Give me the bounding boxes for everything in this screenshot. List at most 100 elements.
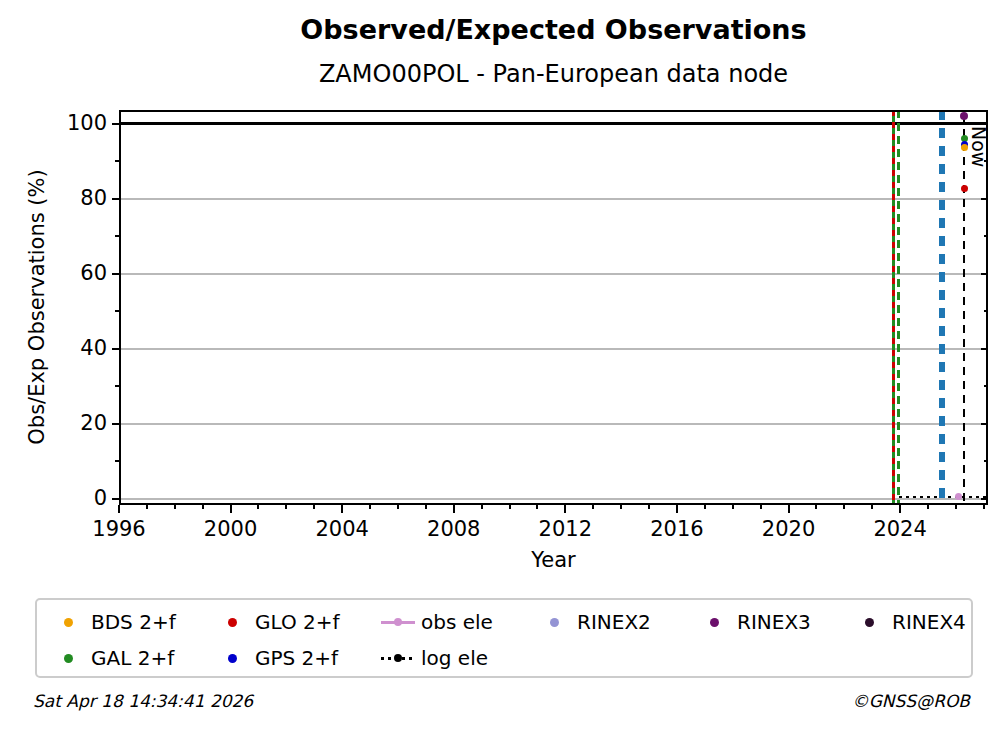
y-minor-tick-right-90	[984, 160, 988, 162]
legend-item-rinex2: RINEX2	[537, 604, 697, 640]
x-minor-tick-2010	[509, 505, 511, 509]
gps-2f-marker-icon	[215, 654, 249, 663]
x-major-tick-2012	[564, 505, 566, 513]
x-tick-label-2000: 2000	[186, 517, 276, 541]
x-minor-tick-2017	[704, 505, 706, 509]
vline-glo-start-dashed	[892, 110, 895, 505]
x-minor-tick-2023	[871, 505, 873, 509]
log-ele-marker-icon	[381, 657, 415, 660]
chart-subtitle: ZAMO00POL - Pan-European data node	[119, 60, 988, 88]
y-major-tick-right-60	[981, 273, 988, 275]
legend-label-rinex4: RINEX4	[892, 610, 966, 634]
vline-now-line	[963, 115, 965, 505]
x-minor-tick-2021	[815, 505, 817, 509]
y-minor-tick-50	[115, 310, 119, 312]
x-minor-tick-2022	[843, 505, 845, 509]
y-major-tick-0	[112, 498, 119, 500]
data-point-bds-2-f	[961, 144, 968, 151]
x-minor-tick-2002	[285, 505, 287, 509]
y-major-tick-20	[112, 423, 119, 425]
x-major-tick-2000	[230, 505, 232, 513]
obs-ele-marker-icon	[381, 621, 415, 624]
gal-2f-marker-icon	[51, 654, 85, 663]
figure: Observed/Expected Observations ZAMO00POL…	[0, 0, 1008, 734]
y-minor-tick-10	[115, 460, 119, 462]
y-major-tick-right-20	[981, 423, 988, 425]
x-minor-tick-2025	[927, 505, 929, 509]
legend-label-rinex2: RINEX2	[577, 610, 651, 634]
y-minor-tick-right-50	[984, 310, 988, 312]
legend-item-rinex4: RINEX4	[852, 604, 971, 640]
plot-area: Now1996200020042008201220162020202402040…	[119, 110, 988, 505]
x-tick-label-2008: 2008	[409, 517, 499, 541]
y-tick-label-100: 100	[53, 111, 107, 135]
legend-item-gal-2f: GAL 2+f	[51, 640, 215, 676]
x-minor-tick-1997	[146, 505, 148, 509]
x-tick-label-2016: 2016	[632, 517, 722, 541]
x-tick-label-2012: 2012	[520, 517, 610, 541]
legend-label-log-ele: log ele	[421, 646, 488, 670]
x-minor-tick-1998	[174, 505, 176, 509]
x-minor-tick-2015	[648, 505, 650, 509]
x-minor-tick-2026	[955, 505, 957, 509]
data-point-glo-2-f	[961, 185, 968, 192]
plot-frame	[119, 110, 988, 505]
y-tick-label-40: 40	[53, 336, 107, 360]
y-major-tick-40	[112, 348, 119, 350]
y-major-tick-right-40	[981, 348, 988, 350]
legend-label-glo-2f: GLO 2+f	[255, 610, 340, 634]
x-major-tick-2016	[676, 505, 678, 513]
x-minor-tick-2014	[620, 505, 622, 509]
y-major-tick-right-80	[981, 198, 988, 200]
x-minor-tick-2005	[369, 505, 371, 509]
vline-gps-thick-dashed	[939, 110, 945, 505]
gridline-y-20	[119, 423, 988, 425]
hline-reference-100pct	[119, 122, 988, 125]
y-minor-tick-right-70	[984, 235, 988, 237]
y-minor-tick-30	[115, 385, 119, 387]
x-tick-label-2024: 2024	[855, 517, 945, 541]
rinex3-marker-icon	[697, 618, 731, 627]
legend-item-obs-ele: obs ele	[381, 604, 537, 640]
y-tick-label-80: 80	[53, 186, 107, 210]
y-tick-label-0: 0	[53, 486, 107, 510]
gridline-y-60	[119, 273, 988, 275]
x-minor-tick-2006	[397, 505, 399, 509]
x-minor-tick-1999	[202, 505, 204, 509]
glo-2f-marker-icon	[215, 618, 249, 627]
gridline-y-80	[119, 198, 988, 200]
gridline-y-40	[119, 348, 988, 350]
x-minor-tick-2027	[983, 505, 985, 509]
x-minor-tick-2007	[425, 505, 427, 509]
copyright-text: ©GNSS@ROB	[852, 691, 970, 711]
x-minor-tick-2013	[592, 505, 594, 509]
legend-item-bds-2f: BDS 2+f	[51, 604, 215, 640]
legend-label-gps-2f: GPS 2+f	[255, 646, 338, 670]
y-major-tick-100	[112, 123, 119, 125]
legend-label-bds-2f: BDS 2+f	[91, 610, 176, 634]
y-tick-label-20: 20	[53, 411, 107, 435]
data-point-rinex3	[960, 112, 968, 120]
y-minor-tick-right-30	[984, 385, 988, 387]
y-major-tick-80	[112, 198, 119, 200]
x-major-tick-2024	[899, 505, 901, 513]
timestamp-text: Sat Apr 18 14:34:41 2026	[33, 691, 253, 711]
legend-label-obs-ele: obs ele	[421, 610, 493, 634]
x-axis-label: Year	[119, 548, 988, 572]
x-tick-label-2020: 2020	[744, 517, 834, 541]
x-tick-label-1996: 1996	[74, 517, 164, 541]
y-minor-tick-70	[115, 235, 119, 237]
legend-item-rinex3: RINEX3	[697, 604, 852, 640]
x-tick-label-2004: 2004	[297, 517, 387, 541]
chart-title: Observed/Expected Observations	[119, 14, 988, 45]
y-axis-label: Obs/Exp Observations (%)	[25, 169, 49, 444]
legend-item-gps-2f: GPS 2+f	[215, 640, 381, 676]
x-major-tick-2004	[341, 505, 343, 513]
x-minor-tick-2018	[732, 505, 734, 509]
data-point-obs-ele	[955, 493, 962, 500]
y-minor-tick-90	[115, 160, 119, 162]
gridline-y-0	[119, 498, 988, 500]
bds-2f-marker-icon	[51, 618, 85, 627]
legend-label-rinex3: RINEX3	[737, 610, 811, 634]
y-major-tick-right-0	[981, 498, 988, 500]
